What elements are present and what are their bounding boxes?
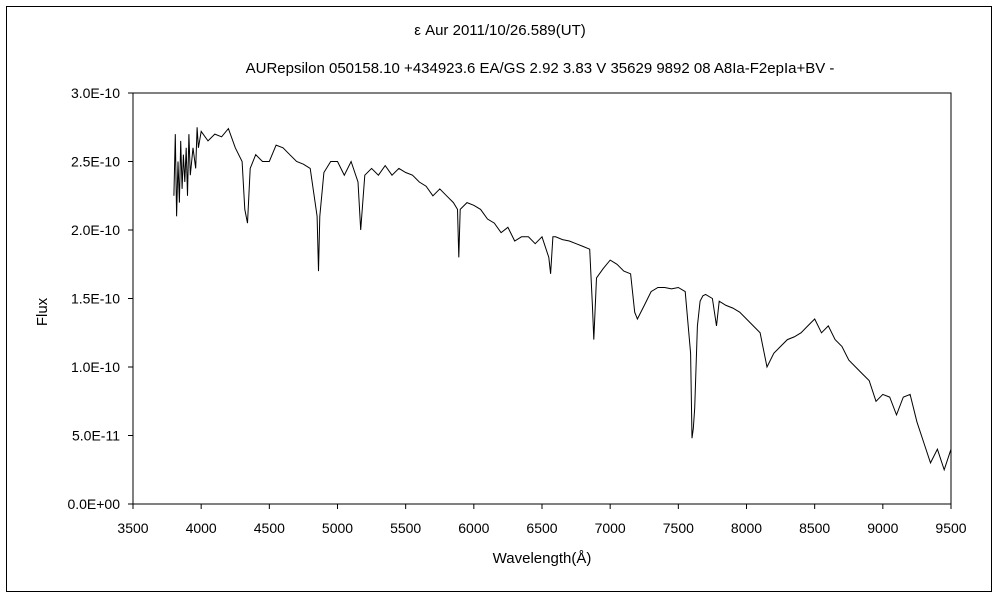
x-tick-label: 7000 [595,520,626,536]
x-tick-label: 6000 [458,520,489,536]
x-tick-label: 5500 [390,520,421,536]
y-tick-label: 1.5E-10 [71,291,120,307]
y-tick-label: 0.0E+00 [67,496,120,512]
chart-subtitle: AURepsilon 050158.10 +434923.6 EA/GS 2.9… [245,60,835,77]
x-tick-label: 4000 [186,520,217,536]
x-tick-label: 7500 [663,520,694,536]
chart-title: ε Aur 2011/10/26.589(UT) [414,22,586,39]
x-tick-label: 8500 [799,520,830,536]
x-tick-label: 8000 [731,520,762,536]
y-tick-label: 5.0E-11 [72,428,120,444]
y-axis-label: Flux [34,297,51,326]
y-tick-label: 1.0E-10 [71,359,120,375]
x-tick-label: 4500 [254,520,285,536]
y-tick-label: 2.5E-10 [71,154,120,170]
spectrum-line [173,127,952,472]
x-tick-label: 9000 [867,520,898,536]
x-tick-label: 3500 [117,520,148,536]
y-tick-label: 2.0E-10 [71,222,120,238]
x-axis: 3500 4000 4500 5000 5500 6000 6500 7000 7500 8000… [117,504,967,536]
x-tick-label: 6500 [526,520,557,536]
y-axis: 0.0E+00 5.0E-11 1.0E-10 1.5E-10 2.0E-10 2.5E-… [67,85,133,512]
y-tick-label: 3.0E-10 [71,85,120,101]
x-tick-label: 5000 [322,520,353,536]
x-axis-label: Wavelength(Å) [493,550,592,567]
x-tick-label: 9500 [935,520,966,536]
